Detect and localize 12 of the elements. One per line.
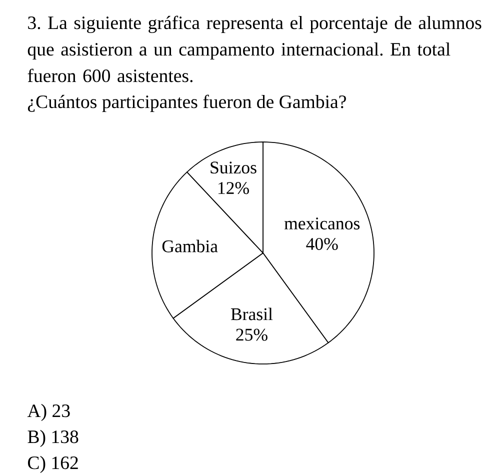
data-label: 12% xyxy=(218,182,249,194)
text: B) 138 xyxy=(28,430,78,447)
chart-subtitle: ¿Cuántos participantes fueron de Gambia? xyxy=(28,94,346,112)
text: C) 162 xyxy=(28,456,78,473)
slice-label: mexicanos xyxy=(284,218,360,230)
data-label: 25% xyxy=(236,328,268,341)
text: A) 23 xyxy=(27,404,70,421)
data-label: 40% xyxy=(306,238,338,250)
slice-label: Suizos xyxy=(210,162,256,174)
chart-title: 3. La siguiente gráfica representa el porcentaje de alumnos que asistieron a un campamento internacional. En total fueron 600 asistentes. xyxy=(28,16,482,82)
slice-label: Gambia xyxy=(162,240,218,252)
slice-label: Brasil xyxy=(230,308,273,320)
